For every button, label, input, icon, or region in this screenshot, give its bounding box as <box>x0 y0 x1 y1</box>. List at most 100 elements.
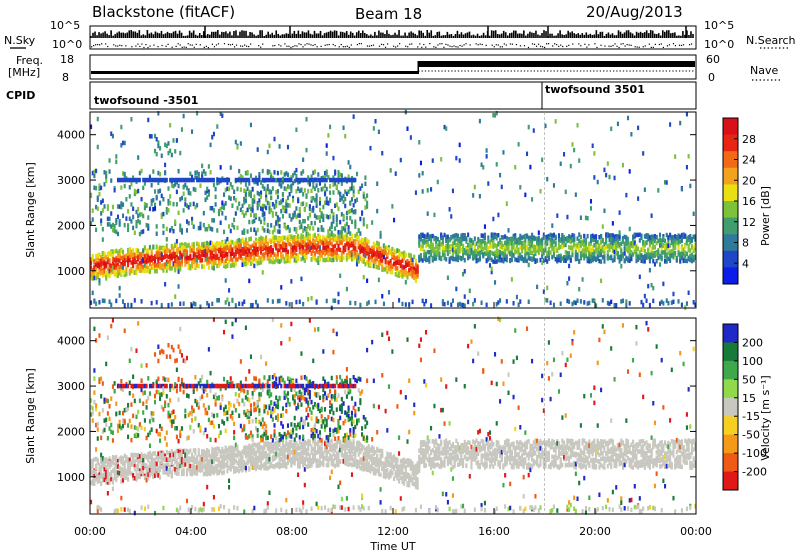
data-cell <box>219 248 222 253</box>
data-cell <box>98 300 101 305</box>
data-cell <box>233 217 236 223</box>
data-cell <box>286 172 290 177</box>
data-cell <box>332 215 335 220</box>
data-cell <box>91 217 94 222</box>
data-cell <box>307 180 310 185</box>
data-cell <box>315 215 318 220</box>
data-cell <box>157 260 160 265</box>
data-cell <box>615 236 618 242</box>
data-cell <box>347 236 350 241</box>
data-cell <box>121 177 125 183</box>
data-cell <box>340 181 343 186</box>
data-cell <box>152 177 155 183</box>
data-cell <box>318 254 322 260</box>
data-cell <box>191 257 194 263</box>
data-cell <box>606 300 609 306</box>
data-cell <box>283 206 286 212</box>
nsearch-dot <box>348 46 350 49</box>
data-cell <box>172 252 175 257</box>
data-cell <box>382 254 385 260</box>
data-cell <box>276 229 279 234</box>
data-cell <box>595 303 598 308</box>
data-cell <box>490 266 493 272</box>
nsearch-dot <box>145 44 147 46</box>
data-cell <box>248 189 251 195</box>
data-cell <box>147 223 150 229</box>
data-cell <box>288 227 291 233</box>
nsearch-dot <box>93 44 95 47</box>
data-cell <box>344 196 347 202</box>
data-cell <box>364 205 367 210</box>
data-cell <box>133 188 136 194</box>
data-cell <box>103 298 106 304</box>
data-cell <box>268 209 271 215</box>
data-cell <box>162 177 165 183</box>
data-cell <box>329 251 332 257</box>
data-cell <box>658 254 662 260</box>
data-cell <box>175 248 178 253</box>
data-cell <box>640 235 643 241</box>
data-cell <box>229 252 232 258</box>
data-cell <box>485 258 488 264</box>
data-cell <box>394 249 397 255</box>
data-cell <box>251 186 254 192</box>
data-cell <box>625 303 628 308</box>
data-cell <box>504 248 507 254</box>
data-cell <box>332 247 335 253</box>
nsearch-dot <box>278 44 280 46</box>
data-cell <box>505 257 508 263</box>
data-cell <box>280 200 283 205</box>
data-cell <box>318 201 322 206</box>
data-cell <box>362 221 365 227</box>
data-cell <box>295 253 298 258</box>
data-cell <box>103 251 106 257</box>
data-cell <box>608 301 611 307</box>
data-cell <box>626 244 630 249</box>
data-cell <box>241 230 244 235</box>
data-cell <box>494 280 497 285</box>
data-cell <box>90 124 93 129</box>
data-cell <box>379 234 382 239</box>
data-cell <box>265 177 268 183</box>
data-cell <box>441 299 444 304</box>
data-cell <box>648 302 651 308</box>
nsearch-dot <box>314 44 316 46</box>
data-cell <box>532 256 535 262</box>
data-cell <box>169 122 172 128</box>
data-cell <box>211 205 214 211</box>
data-cell <box>318 239 322 244</box>
data-cell <box>132 263 135 269</box>
data-cell <box>569 235 572 240</box>
data-cell <box>455 250 458 255</box>
nsearch-dot <box>421 46 423 48</box>
data-cell <box>458 301 461 307</box>
nsearch-dot <box>332 43 334 46</box>
data-cell <box>557 242 561 247</box>
data-cell <box>387 290 391 295</box>
data-cell <box>465 239 468 244</box>
data-cell <box>487 256 490 261</box>
data-cell <box>483 240 486 246</box>
data-cell <box>128 194 131 199</box>
data-cell <box>500 184 503 190</box>
data-cell <box>445 244 448 249</box>
data-cell <box>576 256 579 261</box>
data-cell <box>105 270 108 276</box>
data-cell <box>263 204 266 209</box>
data-cell <box>243 196 246 202</box>
data-cell <box>206 186 209 192</box>
data-cell <box>192 301 195 306</box>
data-cell <box>344 246 347 251</box>
data-cell <box>184 197 187 202</box>
data-cell <box>339 247 342 253</box>
data-cell <box>90 258 93 263</box>
data-cell <box>564 242 567 248</box>
data-cell <box>231 248 234 254</box>
data-cell <box>138 177 141 183</box>
data-cell <box>601 245 604 250</box>
data-cell <box>214 250 217 255</box>
data-cell <box>561 236 564 241</box>
data-cell <box>445 238 448 244</box>
data-cell <box>177 177 180 183</box>
data-cell <box>90 265 93 270</box>
